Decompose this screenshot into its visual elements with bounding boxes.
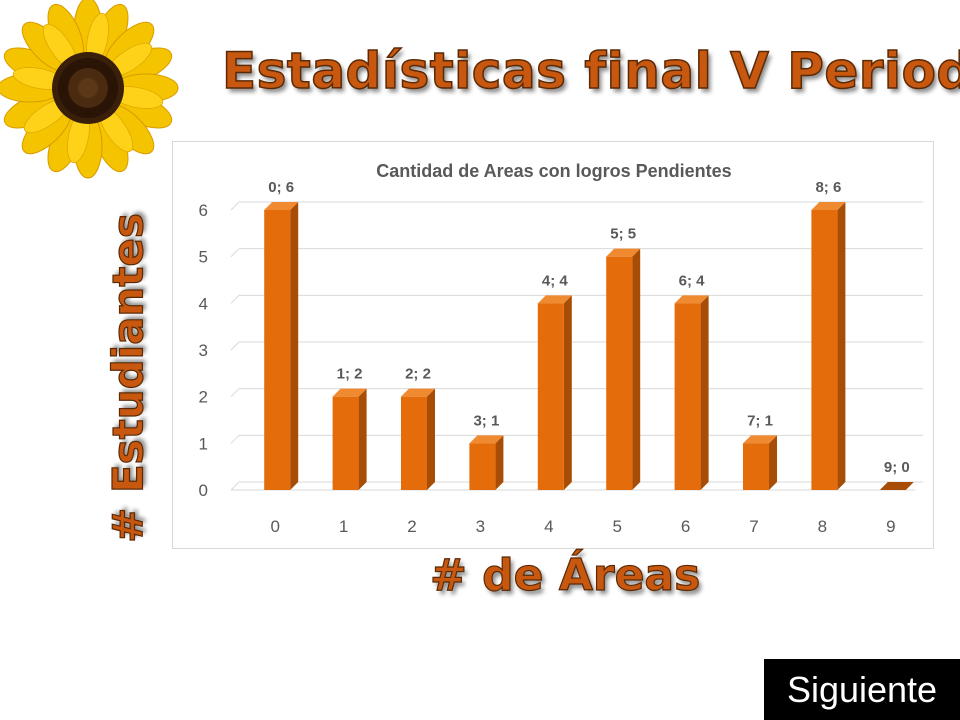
x-tick-label: 0 bbox=[270, 517, 279, 536]
bar-side bbox=[427, 388, 435, 490]
bar-top bbox=[537, 295, 572, 304]
y-tick-label: 5 bbox=[199, 248, 208, 267]
bar-top bbox=[401, 388, 435, 397]
data-label: 8; 6 bbox=[815, 179, 841, 196]
gridline-depth bbox=[230, 341, 240, 351]
chart-container: Cantidad de Areas con logros Pendientes 0… bbox=[172, 141, 934, 549]
x-tick-label: 2 bbox=[407, 517, 416, 536]
x-tick-label: 1 bbox=[339, 517, 348, 536]
chart-title: Cantidad de Areas con logros Pendientes bbox=[376, 161, 731, 181]
bar-top bbox=[332, 388, 367, 397]
bar bbox=[811, 210, 838, 490]
bar-side bbox=[563, 295, 572, 490]
data-label: 0; 6 bbox=[268, 179, 294, 196]
gridline-depth bbox=[230, 434, 240, 444]
gridline-depth bbox=[230, 481, 240, 491]
bar-side bbox=[495, 435, 504, 490]
bar-side bbox=[700, 295, 709, 490]
y-tick-label: 1 bbox=[199, 434, 208, 453]
bar-side bbox=[290, 202, 299, 490]
gridline-depth bbox=[230, 201, 240, 211]
data-label: 6; 4 bbox=[679, 272, 706, 289]
bar-side bbox=[837, 202, 846, 490]
sunflower-image bbox=[0, 0, 179, 179]
bar bbox=[332, 396, 359, 490]
y-tick-label: 6 bbox=[199, 201, 208, 220]
gridline-depth bbox=[230, 248, 240, 258]
bar-side bbox=[358, 388, 367, 490]
data-label: 2; 2 bbox=[405, 366, 431, 383]
bar bbox=[264, 210, 291, 490]
gridline-depth bbox=[230, 294, 240, 304]
x-tick-label: 8 bbox=[818, 517, 827, 536]
bar-top bbox=[674, 295, 709, 304]
y-tick-label: 4 bbox=[199, 294, 208, 313]
bar bbox=[469, 443, 496, 490]
x-tick-label: 7 bbox=[749, 517, 758, 536]
y-tick-label: 2 bbox=[199, 388, 208, 407]
bar bbox=[537, 303, 564, 490]
x-tick-label: 5 bbox=[612, 517, 621, 536]
x-tick-label: 4 bbox=[544, 517, 553, 536]
bar-top bbox=[743, 435, 777, 444]
data-label: 5; 5 bbox=[610, 226, 636, 243]
next-button[interactable]: Siguiente bbox=[764, 659, 960, 720]
x-tick-label: 6 bbox=[681, 517, 690, 536]
bar bbox=[606, 256, 633, 490]
x-tick-label: 3 bbox=[476, 517, 485, 536]
bar-side bbox=[632, 248, 641, 490]
bar-top bbox=[879, 482, 914, 490]
data-label: 9; 0 bbox=[884, 459, 910, 476]
data-label: 4; 4 bbox=[542, 272, 569, 289]
data-label: 3; 1 bbox=[473, 412, 499, 429]
slide-title: Estadísticas final V Periodo bbox=[221, 41, 960, 101]
bar-side bbox=[769, 435, 777, 490]
bar-top bbox=[264, 202, 299, 210]
bar bbox=[401, 396, 427, 490]
bar bbox=[674, 303, 701, 490]
bar-top bbox=[469, 435, 504, 444]
gridline-depth bbox=[230, 388, 240, 398]
y-tick-label: 3 bbox=[199, 341, 208, 360]
y-tick-label: 0 bbox=[199, 481, 208, 500]
data-label: 7; 1 bbox=[747, 412, 773, 429]
bar-chart: Cantidad de Areas con logros Pendientes 0… bbox=[199, 161, 923, 536]
bar-top bbox=[606, 248, 641, 257]
x-axis-title: # de Áreas bbox=[429, 549, 701, 601]
x-tick-label: 9 bbox=[886, 517, 895, 536]
bar-top bbox=[811, 202, 846, 210]
bar bbox=[743, 443, 769, 490]
data-label: 1; 2 bbox=[337, 366, 363, 383]
y-axis-title: # Estudiantes bbox=[103, 213, 153, 544]
